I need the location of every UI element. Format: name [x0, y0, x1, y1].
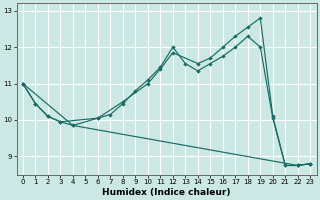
X-axis label: Humidex (Indice chaleur): Humidex (Indice chaleur) — [102, 188, 231, 197]
